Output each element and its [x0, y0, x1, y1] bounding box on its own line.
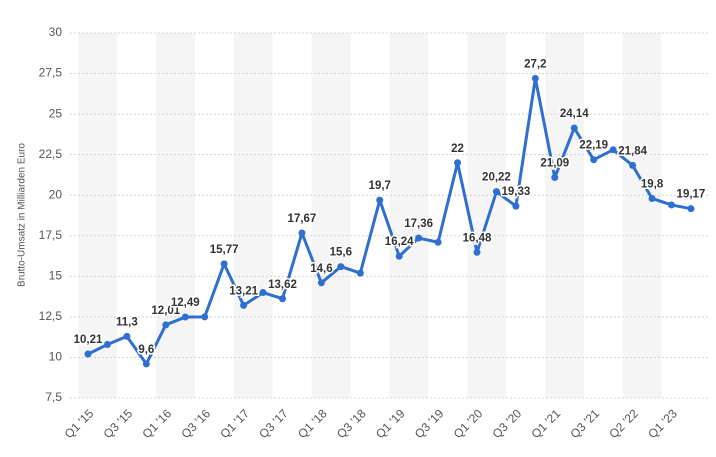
- marker: [531, 74, 539, 82]
- marker: [142, 360, 150, 368]
- marker: [434, 238, 442, 246]
- x-tick-label: Q3 '21: [567, 406, 602, 441]
- data-label: 12,49: [171, 297, 200, 309]
- data-label: 16,24: [385, 236, 414, 248]
- data-label: 22: [451, 143, 464, 155]
- data-label: 21,84: [618, 145, 647, 157]
- y-tick-label: 20: [49, 187, 63, 201]
- marker: [473, 248, 481, 256]
- background-band: [467, 33, 507, 398]
- x-tick-label: Q3 '17: [256, 406, 291, 441]
- background-band: [545, 33, 584, 398]
- data-label: 19,7: [369, 180, 391, 192]
- marker: [337, 263, 345, 271]
- y-tick-label: 17,5: [39, 228, 63, 242]
- marker: [220, 260, 228, 268]
- marker: [415, 234, 423, 242]
- marker: [648, 194, 656, 202]
- marker: [317, 279, 325, 287]
- x-tick-label: Q3 '18: [334, 406, 369, 441]
- y-tick-label: 27,5: [39, 66, 63, 80]
- data-label: 22,19: [579, 140, 608, 152]
- y-tick-label: 7,5: [45, 390, 62, 404]
- y-tick-label: 15: [49, 269, 63, 283]
- background-band: [78, 33, 118, 398]
- marker: [162, 321, 170, 329]
- data-label: 19,33: [502, 186, 531, 198]
- y-tick-label: 12,5: [39, 309, 63, 323]
- marker: [609, 146, 617, 154]
- background-band: [389, 33, 429, 398]
- marker: [181, 313, 189, 321]
- data-label: 27,2: [524, 58, 546, 70]
- x-tick-label: Q1 '17: [217, 406, 252, 441]
- x-tick-label: Q1 '15: [62, 406, 97, 441]
- data-label: 21,09: [540, 158, 569, 170]
- data-label: 24,14: [560, 108, 589, 120]
- marker: [570, 124, 578, 132]
- data-label: 20,22: [482, 172, 511, 184]
- x-tick-label: Q1 '16: [140, 406, 175, 441]
- data-label: 9,6: [138, 344, 154, 356]
- marker: [551, 174, 559, 182]
- marker: [298, 229, 306, 237]
- x-tick-label: Q1 '20: [451, 406, 486, 441]
- x-tick-label: Q3 '15: [101, 406, 136, 441]
- marker: [356, 269, 364, 277]
- marker: [259, 289, 267, 297]
- y-axis-label: Brutto-Umsatz in Milliarden Euro: [17, 143, 28, 287]
- data-label: 15,6: [330, 247, 352, 259]
- marker: [492, 188, 500, 196]
- x-tick-label: Q1 '21: [529, 406, 564, 441]
- data-label: 11,3: [116, 316, 138, 328]
- marker: [279, 295, 286, 303]
- data-label: 19,8: [641, 178, 664, 190]
- y-tick-label: 10: [49, 350, 63, 364]
- x-tick-label: Q2 '22: [606, 406, 641, 441]
- x-tick-label: Q1 '19: [373, 406, 408, 441]
- background-band: [233, 33, 273, 398]
- background-band: [311, 33, 351, 398]
- y-tick-label: 30: [49, 25, 63, 39]
- background-band: [156, 33, 195, 398]
- x-tick-label: Q3 '16: [178, 406, 213, 441]
- data-label: 14,6: [310, 263, 332, 275]
- data-label: 17,36: [404, 218, 433, 230]
- data-label: 19,17: [677, 189, 706, 201]
- marker: [512, 202, 520, 210]
- marker: [201, 313, 209, 321]
- marker: [590, 156, 598, 164]
- y-tick-label: 25: [49, 106, 63, 120]
- x-tick-label: Q1 '18: [295, 406, 330, 441]
- y-tick-label: 22,5: [39, 147, 63, 161]
- marker: [687, 205, 695, 213]
- marker: [629, 161, 637, 169]
- x-tick-label: Q3 '20: [490, 406, 525, 441]
- data-label: 15,77: [210, 244, 239, 256]
- x-tick-label: Q3 '19: [412, 406, 447, 441]
- marker: [103, 340, 111, 348]
- data-label: 10,21: [74, 334, 103, 346]
- data-label: 17,67: [288, 213, 317, 225]
- background-band: [622, 33, 662, 398]
- data-label: 13,21: [229, 285, 258, 297]
- marker: [376, 196, 384, 204]
- marker: [395, 252, 403, 260]
- marker: [123, 332, 131, 340]
- marker: [240, 301, 248, 309]
- data-label: 16,48: [463, 232, 492, 244]
- marker: [668, 201, 675, 209]
- data-label: 13,62: [268, 279, 297, 291]
- marker: [84, 350, 92, 358]
- data-label: 12,01: [151, 305, 180, 317]
- x-tick-label: Q1 '23: [645, 406, 680, 441]
- marker: [454, 159, 462, 167]
